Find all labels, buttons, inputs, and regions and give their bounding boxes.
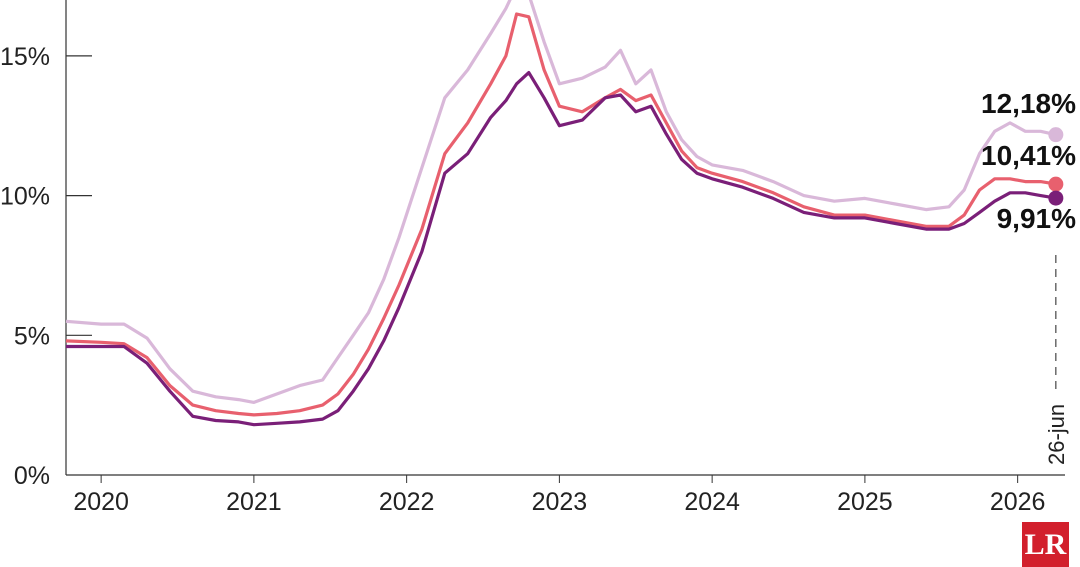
- x-tick-label: 2024: [684, 488, 740, 516]
- series-line: [65, 0, 1057, 404]
- y-tick-label: 15%: [0, 43, 50, 71]
- x-tick-label: 2023: [532, 488, 588, 516]
- y-tick-label: 0%: [14, 462, 50, 490]
- series-line: [65, 12, 1057, 417]
- series-line: [66, 71, 1057, 427]
- y-axis-ticks: 0% 5% 10% 15%: [0, 43, 92, 490]
- series-end-label: 9,91%: [997, 203, 1076, 234]
- end-markers: 12,18% 10,41% 9,91%: [981, 88, 1076, 234]
- x-tick-label: 2026: [990, 488, 1046, 516]
- lr-logo: LR: [1022, 522, 1069, 567]
- series-end-marker: [1048, 127, 1064, 143]
- x-tick-label: 2022: [379, 488, 435, 516]
- axes: [65, 0, 1065, 476]
- x-axis-ticks: 2020 2021 2022 2023 2024 2025 2026: [73, 475, 1045, 516]
- x-tick-label: 2025: [837, 488, 893, 516]
- date-annotation-label: 26-jun: [1044, 404, 1069, 465]
- y-tick-label: 10%: [0, 183, 50, 211]
- series-end-marker: [1048, 190, 1064, 206]
- x-tick-label: 2021: [226, 488, 282, 516]
- x-tick-label: 2020: [73, 488, 129, 516]
- series-lines: [65, 0, 1057, 427]
- date-annotation: 26-jun: [1044, 255, 1069, 465]
- series-end-label: 12,18%: [981, 88, 1076, 119]
- series-end-label: 10,41%: [981, 140, 1076, 171]
- series-end-marker: [1048, 176, 1064, 192]
- y-tick-label: 5%: [14, 322, 50, 350]
